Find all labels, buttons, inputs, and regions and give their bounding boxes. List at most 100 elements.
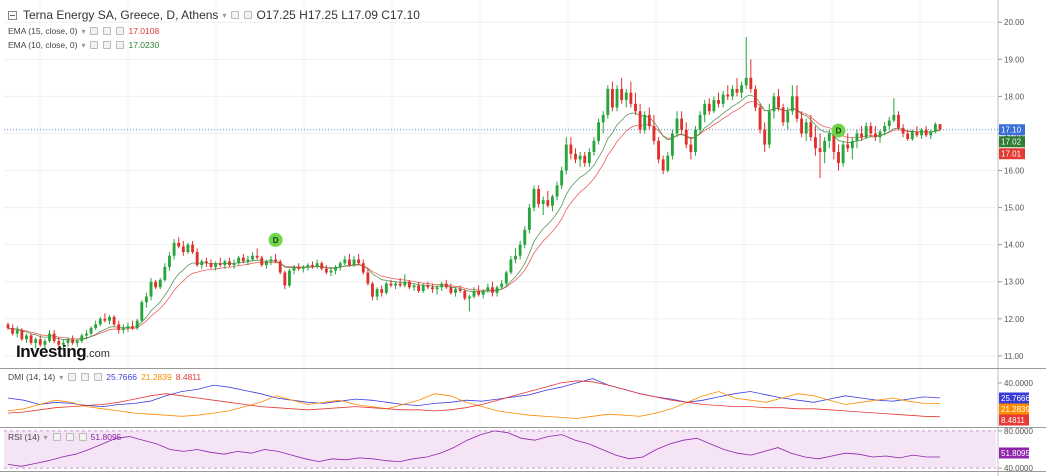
rsi-value: 51.8095 [90,432,122,442]
dmi-adx-value: 8.4811 [175,372,202,382]
candle [98,318,102,325]
candle [666,155,670,171]
candle [85,333,88,336]
candle [504,272,508,284]
candle [168,255,171,267]
dmi-value-label: 8.4811 [1001,416,1025,425]
candle [195,252,199,266]
price-axis-label: 18.00 [1004,92,1025,101]
chevron-down-icon[interactable]: ▾ [222,10,227,20]
candle [763,129,767,145]
visibility-icon[interactable] [231,11,240,19]
candle [232,263,236,266]
candle [269,259,273,262]
collapse-icon[interactable] [8,10,17,20]
candle [795,96,799,119]
candle [564,144,568,171]
candle [34,339,38,343]
investing-logo: Investing.com [16,342,110,362]
candle [144,296,148,303]
settings-icon[interactable] [65,433,74,441]
candle [431,287,434,290]
candle [933,124,937,132]
chevron-down-icon[interactable]: ▾ [81,40,86,50]
visibility-icon[interactable] [90,27,99,35]
chart-legend-main: Terna Energy SA, Greece, D, Athens ▾ O17… [8,8,420,22]
chevron-down-icon[interactable]: ▾ [59,372,64,382]
candle [324,268,328,273]
candle [786,111,790,123]
candle [366,272,370,284]
candle [89,328,93,334]
close-icon[interactable] [116,41,125,49]
dmi-plot[interactable] [7,378,941,419]
candle [172,242,176,256]
candle [163,266,167,280]
settings-icon[interactable] [103,27,112,35]
candle [551,196,554,206]
candle [740,85,744,93]
candle [486,287,490,292]
candle [707,103,711,112]
settings-icon[interactable] [244,11,253,19]
price-label: 17.01 [1001,150,1022,159]
candle [846,144,850,149]
candle [191,244,194,253]
candle [361,263,365,273]
price-axis-label: 19.00 [1004,55,1025,64]
visibility-icon[interactable] [90,41,99,49]
price-axis[interactable]: 11.0012.0013.0014.0015.0016.0017.0018.00… [998,18,1033,473]
candle [610,88,614,108]
visibility-icon[interactable] [52,433,61,441]
chevron-down-icon[interactable]: ▾ [43,432,48,442]
candle [717,100,720,104]
settings-icon[interactable] [103,41,112,49]
ema15-value: 17.0108 [128,26,160,36]
candle [11,328,15,334]
candle [809,122,813,138]
settings-icon[interactable] [81,373,90,381]
dividend-marker[interactable] [831,123,846,138]
candle [767,111,771,145]
candle [638,111,642,130]
ema15-line [7,100,941,340]
candle [306,265,310,267]
candle [800,118,804,134]
dividend-marker[interactable] [268,232,283,247]
price-axis-label: 11.00 [1004,352,1024,361]
close-icon[interactable] [78,433,87,441]
candle [15,329,19,334]
candle [158,279,162,288]
candle [417,285,421,292]
rsi-axis-label: 80.0000 [1004,427,1033,436]
ohlc-high: H17.25 [299,8,338,22]
candle [652,126,656,141]
candle [154,281,158,288]
candle [518,244,522,256]
candle [827,133,831,141]
candle [403,281,407,286]
ema15-label: EMA (15, close, 0) [8,26,78,36]
candle [449,287,453,293]
candle [698,114,702,130]
visibility-icon[interactable] [68,373,77,381]
close-icon[interactable] [94,373,103,381]
main-price-plot[interactable]: DD [4,37,998,351]
candle [938,124,942,130]
candle [52,333,56,342]
chevron-down-icon[interactable]: ▾ [81,26,86,36]
ema10-value: 17.0230 [128,40,160,50]
candle [629,92,633,104]
candle [583,155,587,164]
candle [375,289,379,297]
candle [883,126,887,132]
candle [841,144,845,164]
candle [772,96,776,112]
dividend-marker-label: D [836,127,842,136]
candle [675,118,679,134]
candle [334,266,338,271]
candle [694,129,697,152]
close-icon[interactable] [116,27,125,35]
rsi-plot[interactable] [4,430,996,469]
ema10-legend: EMA (10, close, 0) ▾ 17.0230 [8,40,159,50]
